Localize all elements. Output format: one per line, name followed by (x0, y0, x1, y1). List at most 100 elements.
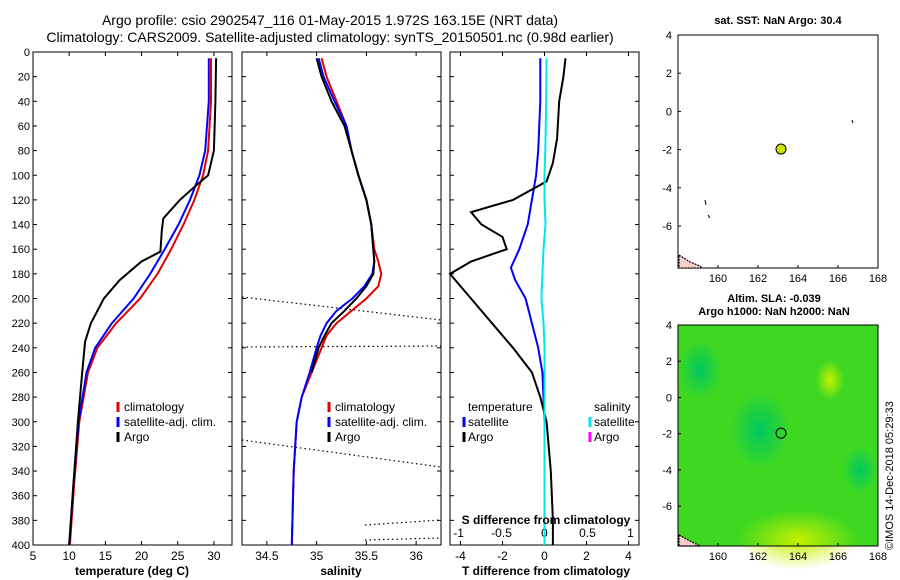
map-xtick-label: 160 (709, 273, 727, 285)
difference-legend-temperature-title: temperature (468, 400, 533, 414)
sla-heatmap (678, 325, 878, 570)
credit-text: ©IMOS 14-Dec-2018 05:29:33 (884, 401, 896, 550)
depth-tick-label: 280 (12, 392, 30, 404)
temperature-legend: climatology satellite-adj. clim. Argo (116, 400, 216, 444)
temperature-xtick-label: 25 (171, 549, 185, 563)
temperature-xlabel: temperature (deg C) (75, 564, 189, 578)
depth-tick-label: 20 (18, 72, 30, 84)
salinity-series-climatology (290, 57, 383, 546)
map-ytick-label: -6 (662, 501, 672, 513)
sla-argo-marker (775, 427, 787, 439)
salinity-dotted-segment (364, 537, 442, 541)
salinity-xlabel: salinity (320, 564, 362, 578)
salinity-dotted-segment (364, 519, 442, 526)
difference-s-tick-label: -0.5 (491, 526, 512, 540)
salinity-series-argo (310, 57, 376, 373)
salinity-xtick-label: 35.5 (355, 549, 379, 563)
sla-map-frame (677, 324, 879, 547)
depth-tick-label: 160 (12, 244, 30, 256)
sla-map-title-1: Altim. SLA: -0.039 (727, 293, 821, 305)
map-ytick-label: 4 (666, 320, 672, 332)
map-xtick-label: 168 (869, 273, 887, 285)
map-ytick-label: 0 (666, 106, 672, 118)
depth-tick-label: 100 (12, 170, 30, 182)
map-ytick-label: 2 (666, 356, 672, 368)
map-xtick-label: 166 (829, 551, 847, 563)
difference-s-tick-label: 0.5 (579, 526, 596, 540)
salinity-xtick-label: 35 (310, 549, 324, 563)
depth-tick-label: 120 (12, 195, 30, 207)
salinity-legend-climatology: climatology (335, 400, 395, 414)
title-line-2: Climatology: CARS2009. Satellite-adjuste… (46, 29, 614, 45)
temperature-xtick-label: 10 (63, 549, 77, 563)
depth-tick-label: 340 (12, 466, 30, 478)
difference-legend-salinity: salinity satellite Argo (588, 400, 635, 444)
map-xtick-label: 164 (789, 273, 807, 285)
depth-tick-label: 260 (12, 367, 30, 379)
temperature-legend-climatology: climatology (124, 400, 184, 414)
map-xtick-label: 166 (829, 273, 847, 285)
temperature-xtick-label: 20 (135, 549, 149, 563)
depth-tick-label: 0 (24, 47, 30, 59)
title-line-1: Argo profile: csio 2902547_116 01-May-20… (101, 12, 559, 28)
depth-tick-label: 140 (12, 220, 30, 232)
temperature-legend-argo: Argo (124, 430, 150, 444)
salinity-legend: climatology satellite-adj. clim. Argo (327, 400, 427, 444)
map-ytick-label: 4 (666, 30, 672, 42)
map-ytick-label: -4 (662, 465, 672, 477)
depth-tick-label: 80 (18, 146, 30, 158)
difference-xtick-label: 2 (583, 549, 590, 563)
difference-xtick-label: -2 (497, 549, 508, 563)
difference-legend-t-satellite: satellite (468, 415, 509, 429)
salinity-dotted-lines (241, 296, 442, 541)
depth-tick-label: 40 (18, 96, 30, 108)
depth-tick-label: 300 (12, 417, 30, 429)
depth-tick-label: 240 (12, 343, 30, 355)
difference-s-tick-label: -1 (453, 526, 464, 540)
salinity-plot-frame (241, 51, 442, 546)
map-xtick-label: 162 (749, 551, 767, 563)
map-ytick-label: -2 (662, 145, 672, 157)
sst-map-land (678, 119, 854, 269)
salinity-dotted-segment (241, 296, 442, 321)
depth-tick-label: 400 (12, 540, 30, 552)
difference-series-t-satellite (509, 58, 546, 545)
map-xtick-label: 164 (789, 551, 807, 563)
difference-xtick-label: -4 (455, 549, 466, 563)
sla-map-title-2: Argo h1000: NaN h2000: NaN (698, 306, 850, 318)
map-ytick-label: 0 (666, 392, 672, 404)
salinity-legend-argo: Argo (335, 430, 361, 444)
map-xtick-label: 160 (709, 551, 727, 563)
temperature-xtick-label: 15 (99, 549, 113, 563)
temperature-xtick-label: 5 (30, 549, 37, 563)
difference-s-xlabel: S difference from climatology (462, 513, 631, 527)
depth-tick-label: 320 (12, 441, 30, 453)
sst-argo-marker (775, 143, 787, 155)
salinity-legend-satellite: satellite-adj. clim. (335, 415, 427, 429)
difference-series-s-satellite (540, 58, 548, 545)
difference-legend-temperature: temperature satellite Argo (462, 400, 533, 444)
map-ytick-label: -2 (662, 429, 672, 441)
depth-tick-label: 200 (12, 294, 30, 306)
temperature-series-climatology (68, 58, 212, 546)
map-ytick-label: 2 (666, 68, 672, 80)
map-ytick-label: -4 (662, 183, 672, 195)
difference-s-tick-label: 1 (627, 526, 634, 540)
difference-series-t-argo (448, 58, 567, 545)
map-xtick-label: 168 (869, 551, 887, 563)
salinity-dotted-segment (241, 345, 442, 348)
depth-tick-label: 60 (18, 121, 30, 133)
map-xtick-label: 162 (749, 273, 767, 285)
salinity-dotted-segment (241, 439, 442, 468)
difference-legend-s-argo: Argo (594, 430, 620, 444)
temperature-series-satellite-adj-clim- (68, 58, 210, 546)
difference-xtick-label: 0 (541, 549, 548, 563)
depth-tick-label: 380 (12, 515, 30, 527)
temperature-xtick-label: 30 (207, 549, 221, 563)
salinity-xtick-label: 36 (409, 549, 423, 563)
temperature-series-argo (68, 58, 218, 546)
difference-legend-salinity-title: salinity (594, 400, 631, 414)
difference-legend-s-satellite: satellite (594, 415, 635, 429)
difference-legend-t-argo: Argo (468, 430, 494, 444)
